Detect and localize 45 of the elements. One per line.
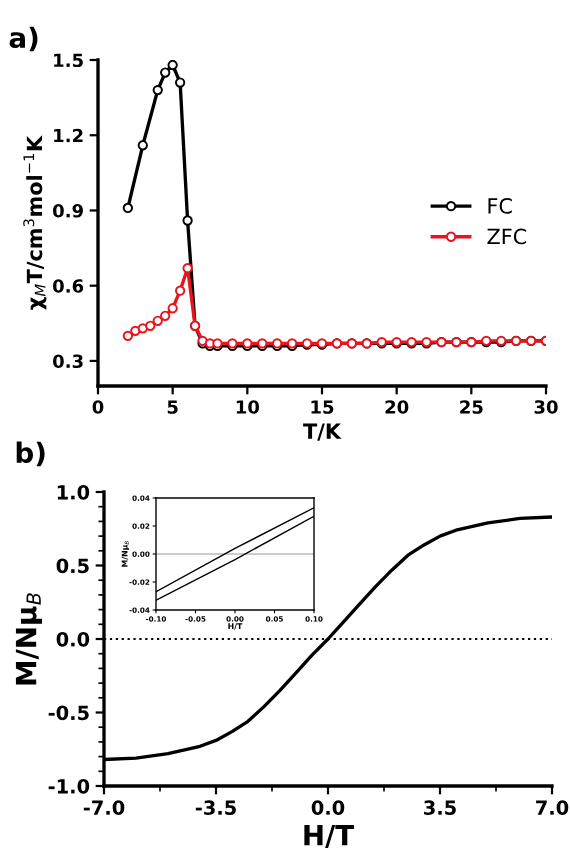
y-tick-label: 0.9: [52, 203, 83, 218]
x-tick-label: 0: [92, 400, 104, 414]
x-tick-label: 10: [236, 400, 260, 414]
point: [152, 84, 163, 96]
x-tick-label: 3.5: [424, 800, 456, 815]
y-tick-label: 0.0: [56, 631, 90, 647]
y-tick-label: 1.5: [54, 53, 83, 68]
x-tick-label: -7.0: [83, 800, 125, 815]
legend-label: ZFC: [487, 228, 527, 245]
point: [175, 77, 186, 88]
point: [182, 215, 193, 226]
x-tick-label: 20: [385, 400, 409, 414]
x-tick-label: 15: [311, 400, 334, 414]
point: [160, 67, 171, 78]
x-tick-label: 5: [167, 400, 178, 414]
y-axis-title: M/Nμ$_{B}$: [15, 593, 42, 685]
point: [167, 60, 178, 71]
chart-title: b): [16, 441, 45, 467]
point: [175, 285, 186, 296]
legend-label: FC: [488, 198, 512, 214]
x-tick-label: -3.5: [195, 800, 236, 815]
x-tick-label: 25: [460, 400, 483, 414]
y-tick-label: -1.0: [48, 778, 90, 794]
x-tick-label: 30: [534, 400, 558, 414]
point: [167, 303, 178, 314]
y-tick-label: -0.5: [48, 705, 89, 721]
y-tick-label: 1.2: [54, 128, 83, 143]
point: [122, 330, 133, 341]
y-tick-label: 0.6: [52, 279, 84, 293]
point: [182, 263, 193, 274]
point: [160, 310, 171, 321]
x-axis-title: T/K: [303, 423, 342, 441]
point: [122, 202, 133, 214]
y-tick-label: 1.0: [57, 484, 90, 500]
x-tick-label: 7.0: [536, 800, 569, 815]
chart-title: a): [9, 26, 38, 52]
x-axis-title: H/T: [304, 825, 355, 848]
point: [137, 140, 148, 151]
y-tick-label: 0.5: [56, 558, 89, 574]
point: [145, 320, 156, 331]
y-tick-label: 0.3: [52, 354, 83, 369]
point: [152, 315, 163, 326]
x-tick-label: 0.0: [311, 800, 345, 815]
point: [130, 325, 141, 336]
y-axis-title: χ$_{M}$T/cm$^{3}$mol$^{−1}$K: [23, 135, 47, 310]
